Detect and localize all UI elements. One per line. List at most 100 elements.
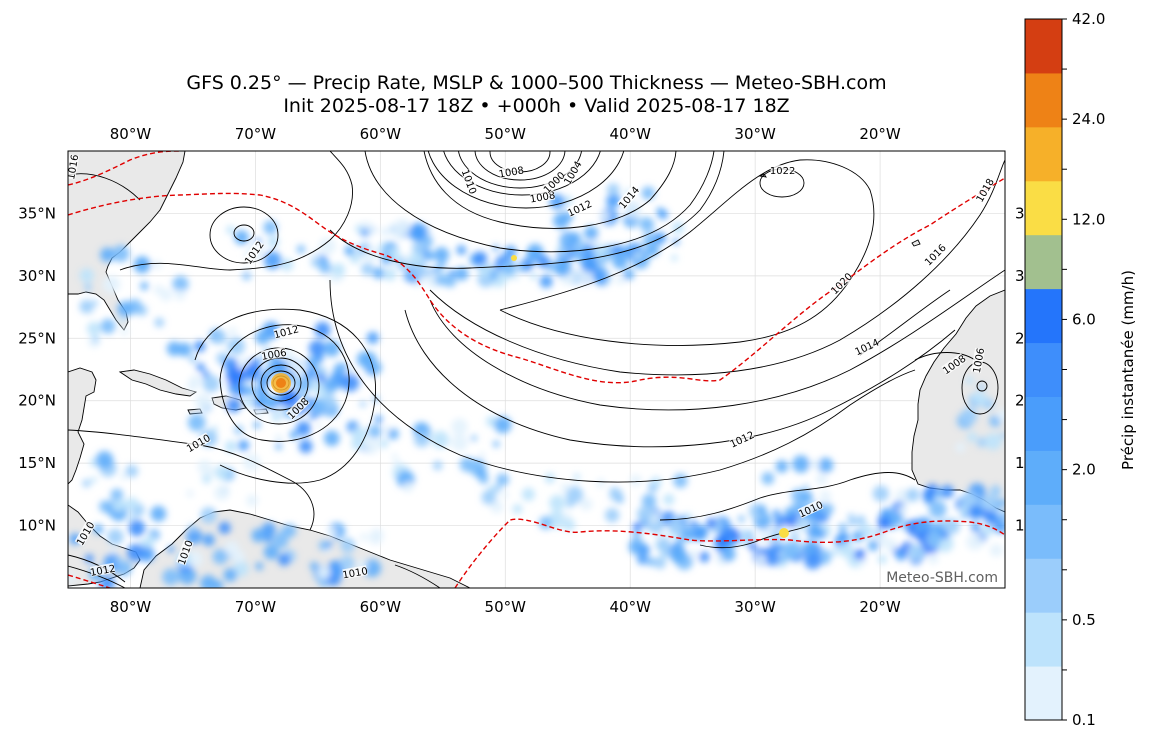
precip-cell — [501, 260, 517, 276]
precip-cell — [481, 489, 497, 505]
colorbar-segments — [1025, 19, 1062, 721]
thickness-line-nw — [68, 151, 181, 186]
isobar-1012-sa — [68, 565, 126, 588]
precip-cell — [580, 242, 599, 261]
precip-cell — [166, 341, 182, 357]
precip-cell — [212, 580, 224, 588]
precip-cell — [146, 533, 157, 544]
precip-cell — [296, 421, 311, 436]
lon-tick-label-top: 80°W — [110, 125, 152, 143]
precip-cell — [360, 228, 369, 237]
precip-cell — [226, 225, 235, 235]
isobar-label: 1012 — [89, 564, 116, 579]
precip-cell — [370, 361, 383, 374]
precip-cell — [363, 437, 380, 454]
colorbar-segment — [1025, 126, 1062, 182]
precip-cell — [393, 218, 411, 236]
canary-islands — [911, 239, 921, 247]
precip-cell — [784, 507, 795, 519]
precip-cell — [224, 540, 240, 556]
precip-cell — [119, 472, 128, 481]
precip-cell — [804, 552, 822, 570]
precip-cell — [639, 217, 655, 232]
precip-cell — [251, 528, 266, 543]
precip-cell — [349, 252, 361, 264]
precip-cell — [228, 326, 237, 336]
precip-cell — [233, 425, 244, 435]
precip-cell — [855, 515, 866, 526]
precip-cell — [274, 434, 283, 443]
lat-tick-label-right: 1 — [1015, 454, 1025, 472]
precip-cell — [197, 459, 212, 475]
precip-cell — [612, 244, 622, 255]
lon-tick-label-bottom: 70°W — [235, 598, 277, 616]
precip-cell — [943, 518, 960, 535]
isobar-low-north-2 — [474, 151, 566, 181]
precip-cell — [906, 488, 920, 502]
precip-cell — [929, 536, 941, 548]
precip-cell — [615, 275, 625, 285]
precip-cell — [718, 534, 729, 546]
isobar-label: 1022 — [770, 166, 795, 177]
precip-cell — [970, 522, 981, 533]
precip-cell — [187, 379, 199, 392]
precip-cell — [379, 438, 389, 448]
precip-cell — [748, 541, 757, 551]
isobar-label-bg — [498, 164, 524, 179]
precip-cell — [493, 440, 500, 448]
precip-cell — [186, 489, 194, 498]
precip-cell — [391, 453, 398, 460]
precip-cell — [984, 433, 1002, 450]
precip-cell — [558, 248, 569, 258]
precip-cell — [278, 553, 291, 566]
precip-cell — [402, 481, 414, 493]
precip-cell — [383, 268, 397, 281]
lat-tick-label-left: 15°N — [18, 454, 56, 472]
precip-cell — [99, 500, 111, 513]
thickness-line-south — [454, 518, 1005, 588]
precip-cell — [93, 524, 104, 535]
lat-tick-label-left: 20°N — [18, 392, 56, 410]
precip-cell — [539, 516, 553, 530]
precip-cell — [565, 486, 584, 504]
precip-cell — [202, 474, 212, 484]
precip-cell — [573, 473, 581, 481]
precip-cell — [299, 439, 313, 454]
precip-cell — [434, 274, 446, 286]
cuba-land — [118, 369, 198, 397]
precip-cell — [530, 272, 538, 280]
precip-cell — [177, 342, 192, 357]
precip-cell — [928, 500, 947, 519]
precip-cell — [633, 251, 642, 260]
precip-cell — [210, 425, 218, 433]
colorbar-segment — [1025, 396, 1062, 451]
isobar-label-bg — [273, 323, 300, 340]
isobar-africa-low-1 — [976, 380, 988, 392]
precip-cell — [821, 502, 834, 516]
precip-cell — [174, 289, 186, 301]
precip-cell — [781, 541, 800, 560]
precip-cell — [999, 511, 1005, 520]
precip-cell — [616, 495, 624, 504]
precip-cell — [521, 487, 535, 501]
precip-cell — [308, 340, 326, 357]
isobar-label-bg — [242, 239, 265, 265]
precip-cell — [965, 376, 974, 385]
lon-tick-label-top: 20°W — [859, 125, 901, 143]
precip-cell — [431, 430, 450, 449]
thickness-line-sa — [68, 574, 111, 588]
isobar-1010-itcz — [659, 472, 916, 521]
colorbar-tick-label: 0.5 — [1072, 611, 1096, 629]
precip-cell — [214, 465, 230, 480]
precip-cell — [632, 529, 641, 539]
precip-cell — [544, 472, 556, 484]
precip-cell — [633, 522, 642, 531]
colorbar-segment — [1025, 666, 1062, 721]
precip-cell — [996, 409, 1005, 422]
isobar-label-bg — [460, 168, 479, 195]
lon-tick-label-top: 60°W — [360, 125, 402, 143]
precip-cell — [79, 268, 94, 283]
map-subtitle: Init 2025-08-17 18Z • +000h • Valid 2025… — [283, 95, 790, 117]
